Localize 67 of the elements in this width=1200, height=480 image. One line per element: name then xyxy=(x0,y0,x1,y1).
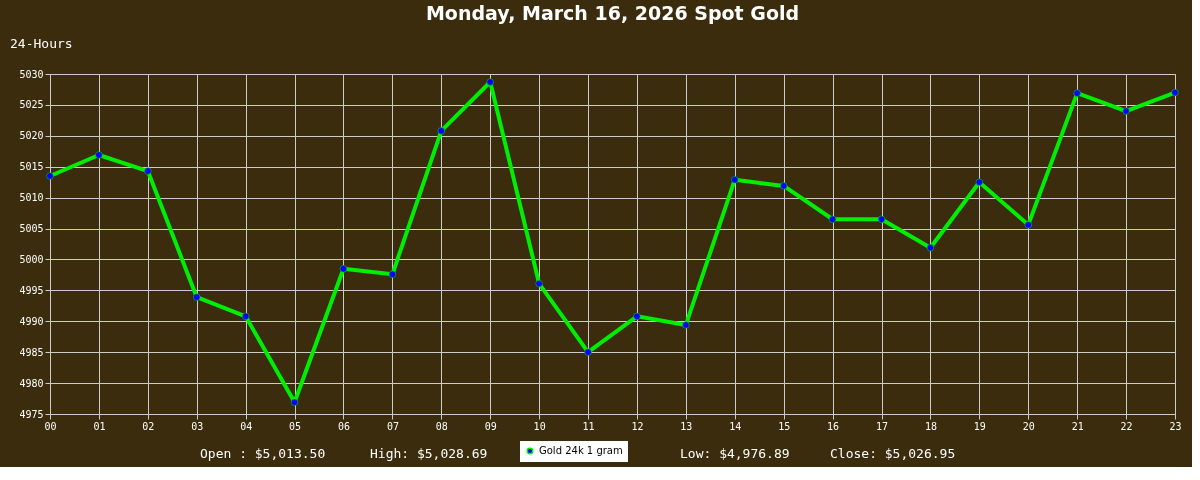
x-tick-label: 22 xyxy=(1120,420,1133,432)
point xyxy=(95,151,103,159)
point xyxy=(242,312,250,320)
x-tick-label: 10 xyxy=(533,420,546,432)
chart-title: Monday, March 16, 2026 Spot Gold xyxy=(425,2,800,24)
text: High: $5,028.69 xyxy=(370,446,488,461)
point xyxy=(144,167,152,175)
x-tick-label: 21 xyxy=(1071,420,1084,432)
x-tick-label: 09 xyxy=(484,420,497,432)
point xyxy=(486,78,494,86)
text: Low: $4,976.89 xyxy=(680,446,790,461)
point xyxy=(780,182,788,190)
x-tick-label: 02 xyxy=(142,420,155,432)
point xyxy=(1171,88,1179,97)
x-tick-label: 15 xyxy=(778,420,791,432)
point xyxy=(877,215,886,223)
x-tick-label: 01 xyxy=(93,420,106,432)
y-tick-label: 4990 xyxy=(19,315,44,327)
x-tick-label: 13 xyxy=(680,420,693,432)
point xyxy=(584,348,592,356)
x-tick-label: 07 xyxy=(386,420,399,432)
y-tick-label: 5010 xyxy=(19,192,44,204)
point xyxy=(633,312,641,320)
point xyxy=(339,265,348,273)
y-tick-label: 5020 xyxy=(19,130,44,142)
y-tick-label: 4995 xyxy=(19,284,44,296)
y-tick-label: 5000 xyxy=(19,253,44,265)
point xyxy=(437,127,445,135)
x-tick-label: 16 xyxy=(827,420,840,432)
point xyxy=(1122,107,1130,115)
y-tick-label: 4985 xyxy=(19,346,44,358)
point xyxy=(46,172,54,180)
y-tick-label: 5025 xyxy=(19,99,44,111)
y-tick-label: 4975 xyxy=(19,408,44,420)
y-tick-label: 5015 xyxy=(19,161,44,173)
x-tick-label: 12 xyxy=(631,420,644,432)
y-tick-label: 5030 xyxy=(19,68,44,80)
y-tick-label: 5005 xyxy=(19,223,44,235)
x-tick-label: 00 xyxy=(44,420,57,432)
x-tick-label: 04 xyxy=(240,420,253,432)
point xyxy=(1024,221,1032,229)
text: 24-Hours xyxy=(10,36,73,51)
point xyxy=(975,178,983,186)
x-tick-label: 11 xyxy=(582,420,595,432)
point xyxy=(290,398,299,406)
text: Close: $5,026.95 xyxy=(830,446,956,461)
point xyxy=(731,176,739,184)
x-tick-label: 19 xyxy=(973,420,986,432)
x-tick-label: 20 xyxy=(1022,420,1035,432)
point xyxy=(682,321,690,329)
legend-label: Gold 24k 1 gram xyxy=(539,445,623,456)
point xyxy=(388,270,396,278)
x-tick-label: 06 xyxy=(337,420,350,432)
point xyxy=(1073,89,1081,97)
text: Open : $5,013.50 xyxy=(200,446,326,461)
x-tick-label: 23 xyxy=(1169,420,1182,432)
x-tick-label: 08 xyxy=(435,420,448,432)
x-tick-label: 05 xyxy=(289,420,302,432)
x-tick-label: 18 xyxy=(924,420,937,432)
point xyxy=(535,279,543,288)
x-tick-label: 17 xyxy=(876,420,889,432)
x-tick-label: 03 xyxy=(191,420,204,432)
y-tick-label: 4980 xyxy=(19,377,44,389)
point xyxy=(193,293,201,301)
point xyxy=(926,244,935,252)
x-tick-label: 14 xyxy=(729,420,742,432)
point xyxy=(829,215,837,223)
